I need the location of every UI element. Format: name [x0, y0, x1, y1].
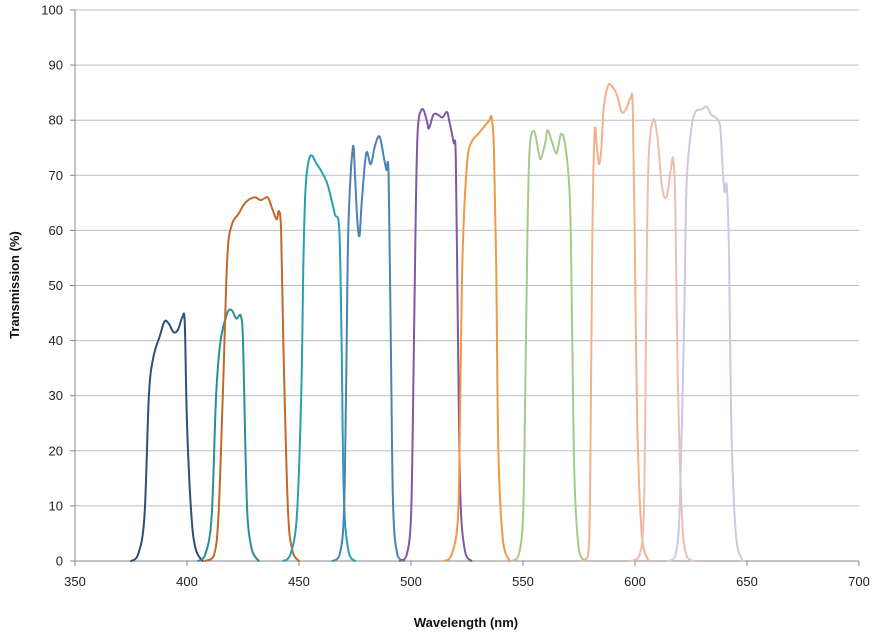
x-tick-label: 350 — [64, 574, 86, 589]
y-tick-label: 80 — [49, 113, 63, 128]
filter-curve-9 — [580, 82, 650, 562]
y-axis-title: Transmission (%) — [7, 231, 22, 339]
y-tick-label: 50 — [49, 278, 63, 293]
y-tick-label: 30 — [49, 388, 63, 403]
filter-curve-1 — [130, 312, 204, 562]
x-axis-title: Wavelength (nm) — [414, 615, 518, 630]
filter-curve-4 — [282, 154, 356, 562]
filter-curve-8 — [510, 129, 587, 562]
x-tick-label: 450 — [288, 574, 310, 589]
x-tick-label: 600 — [624, 574, 646, 589]
y-tick-label: 0 — [56, 554, 63, 569]
filter-curve-11 — [667, 105, 744, 562]
series-group — [130, 82, 744, 562]
gridlines — [75, 9, 859, 507]
filter-curve-6 — [398, 107, 473, 562]
y-tick-label: 20 — [49, 443, 63, 458]
axes — [70, 9, 860, 566]
x-tick-label: 500 — [400, 574, 422, 589]
filter-curve-10 — [629, 118, 695, 562]
filter-curve-7 — [443, 114, 511, 562]
x-tick-label: 550 — [512, 574, 534, 589]
y-tick-label: 70 — [49, 168, 63, 183]
filter-curve-3 — [203, 196, 300, 562]
y-tick-label: 90 — [49, 58, 63, 73]
x-tick-label: 400 — [176, 574, 198, 589]
y-tick-label: 60 — [49, 223, 63, 238]
x-tick-label: 650 — [736, 574, 758, 589]
filter-curve-2 — [197, 308, 260, 562]
y-tick-label: 40 — [49, 333, 63, 348]
y-tick-label: 10 — [49, 498, 63, 513]
x-tick-label: 700 — [848, 574, 870, 589]
tick-labels: 0 10 20 30 40 50 60 70 80 90 100 350 400 450 500 550 600… — [41, 3, 870, 590]
filter-curve-5 — [331, 135, 406, 562]
y-tick-label: 100 — [41, 3, 63, 18]
